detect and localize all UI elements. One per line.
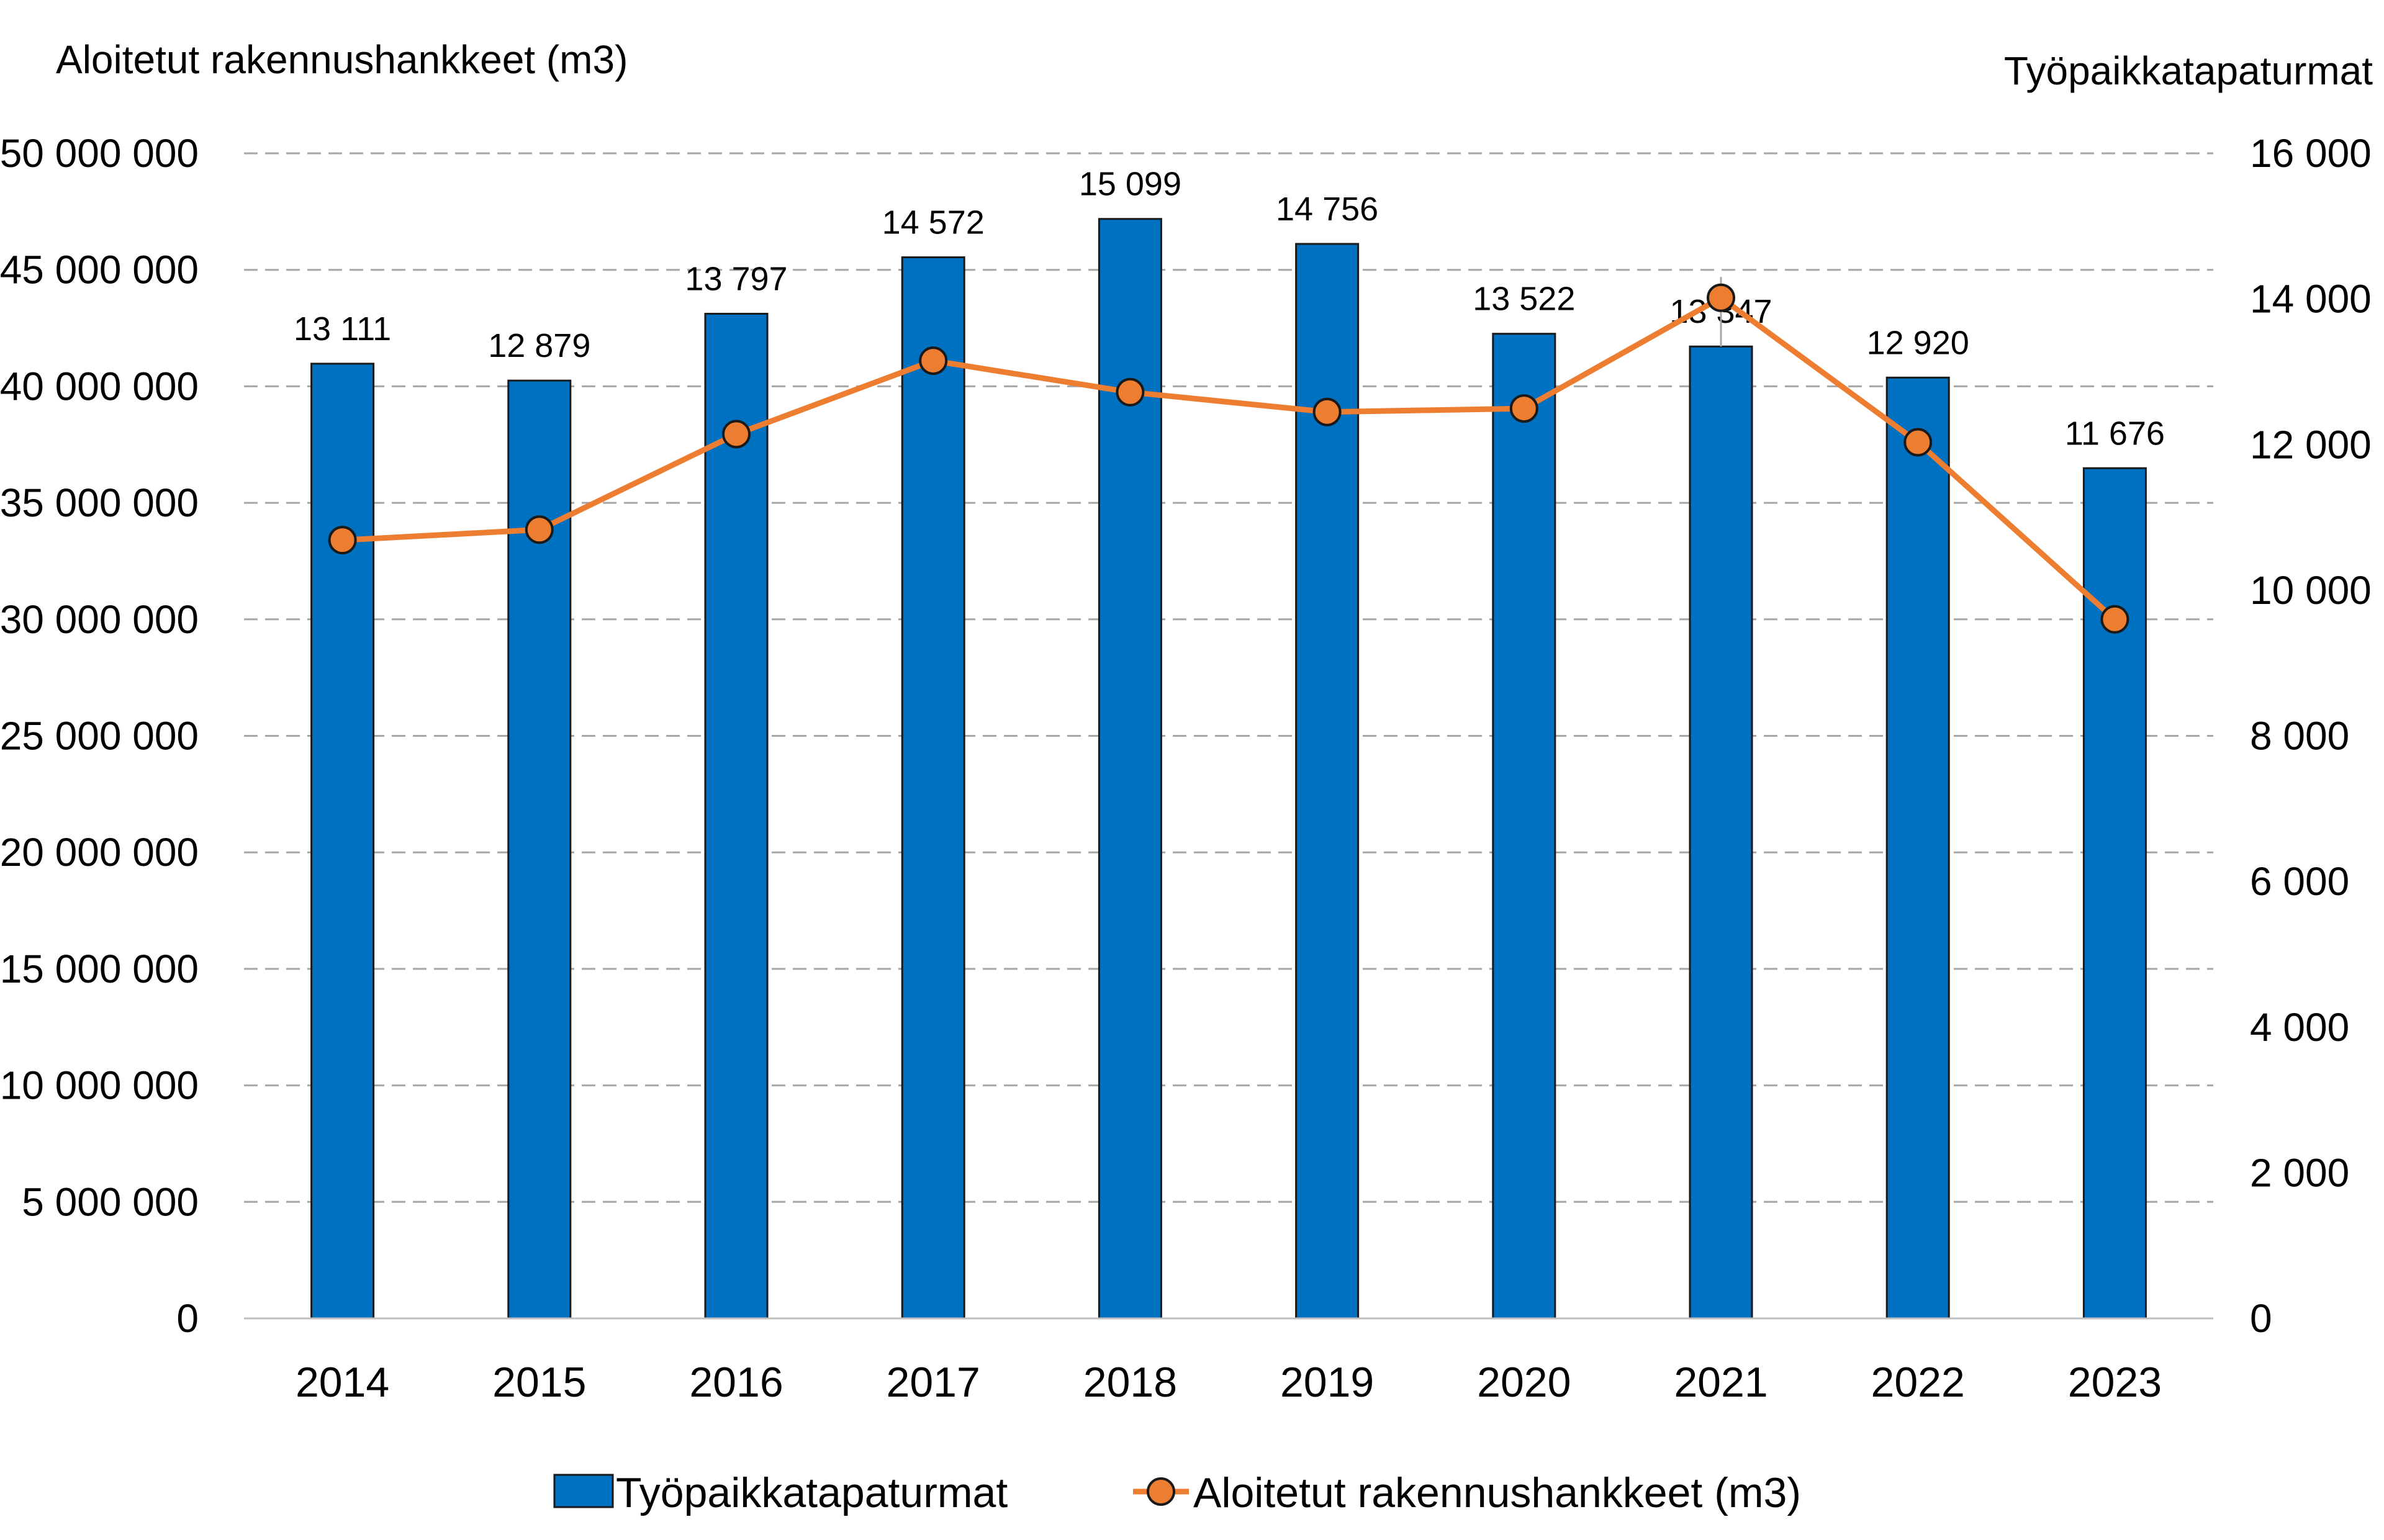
line-series xyxy=(328,283,2129,634)
bar-data-label: 14 756 xyxy=(1276,191,1378,228)
bar xyxy=(1885,376,1950,1320)
bar-data-label: 11 676 xyxy=(2065,415,2165,452)
axes: 0 5 000 000 10 000 000 15 000 000 20 000 000… xyxy=(0,131,2372,1406)
left-axis-title: Aloitetut rakennushankkeet (m3) xyxy=(56,37,628,82)
x-tick-label: 2015 xyxy=(492,1359,586,1406)
bar-data-label: 13 797 xyxy=(685,260,787,297)
right-tick-label: 8 000 xyxy=(2250,714,2349,759)
line-point xyxy=(1903,428,1933,457)
right-tick-label: 10 000 xyxy=(2250,568,2372,613)
left-tick-label: 30 000 000 xyxy=(0,597,199,642)
right-tick-label: 0 xyxy=(2250,1296,2272,1341)
bar xyxy=(310,362,375,1320)
right-tick-label: 2 000 xyxy=(2250,1150,2349,1195)
bar-data-label: 12 920 xyxy=(1867,324,1969,361)
line-point xyxy=(1116,377,1145,407)
left-tick-label: 25 000 000 xyxy=(0,714,199,759)
line-point xyxy=(328,526,357,555)
bar-data-label: 15 099 xyxy=(1079,166,1181,203)
bar xyxy=(1492,333,1556,1320)
right-tick-label: 6 000 xyxy=(2250,859,2349,904)
x-tick-label: 2020 xyxy=(1477,1359,1571,1406)
line-point xyxy=(525,515,554,544)
bar-data-label: 14 572 xyxy=(882,204,985,241)
legend-label-line: Aloitetut rakennushankkeet (m3) xyxy=(1193,1469,1801,1516)
x-tick-label: 2016 xyxy=(689,1359,783,1406)
line-point xyxy=(919,346,948,376)
left-tick-label: 45 000 000 xyxy=(0,248,199,292)
left-tick-label: 10 000 000 xyxy=(0,1063,199,1108)
left-tick-label: 0 xyxy=(176,1296,199,1341)
legend-marker-line xyxy=(1147,1477,1175,1506)
x-tick-label: 2022 xyxy=(1871,1359,1965,1406)
left-tick-label: 20 000 000 xyxy=(0,830,199,875)
bar xyxy=(2082,467,2147,1320)
bar xyxy=(704,312,769,1320)
x-tick-label: 2017 xyxy=(887,1359,980,1406)
right-tick-label: 4 000 xyxy=(2250,1005,2349,1050)
bar-data-label: 13 111 xyxy=(294,310,391,348)
left-tick-label: 40 000 000 xyxy=(0,364,199,408)
line-point xyxy=(722,420,751,449)
x-tick-label: 2021 xyxy=(1674,1359,1768,1406)
gridlines xyxy=(244,152,2213,1203)
line-point xyxy=(1312,397,1342,426)
x-tick-label: 2019 xyxy=(1280,1359,1374,1406)
left-tick-label: 50 000 000 xyxy=(0,131,199,176)
line-point xyxy=(1707,283,1735,312)
bar-data-label: 12 879 xyxy=(488,327,590,364)
bar-data-labels: 13 111 12 879 13 797 14 572 15 099 14 756 13 5… xyxy=(294,166,2165,453)
left-tick-label: 35 000 000 xyxy=(0,480,199,525)
right-tick-label: 12 000 xyxy=(2250,422,2372,467)
right-axis-title: Työpaikkatapaturmat xyxy=(2004,48,2373,93)
right-tick-label: 14 000 xyxy=(2250,277,2372,322)
bar xyxy=(1689,345,1753,1320)
left-tick-label: 5 000 000 xyxy=(22,1179,199,1224)
left-tick-label: 15 000 000 xyxy=(0,947,199,991)
bar-data-label: 13 522 xyxy=(1473,281,1575,318)
x-tick-label: 2014 xyxy=(296,1359,389,1406)
legend-label-bars: Työpaikkatapaturmat xyxy=(616,1469,1008,1516)
legend-swatch-bars xyxy=(553,1474,614,1508)
x-tick-label: 2023 xyxy=(2068,1359,2162,1406)
right-tick-label: 16 000 xyxy=(2250,131,2372,176)
line-point xyxy=(1509,394,1538,423)
bar-series xyxy=(310,218,2147,1320)
line-point xyxy=(2100,605,2129,634)
bar xyxy=(901,256,965,1320)
line-path xyxy=(342,295,2117,622)
legend: Työpaikkatapaturmat Aloitetut rakennushan… xyxy=(553,1469,1801,1516)
x-tick-label: 2018 xyxy=(1083,1359,1177,1406)
